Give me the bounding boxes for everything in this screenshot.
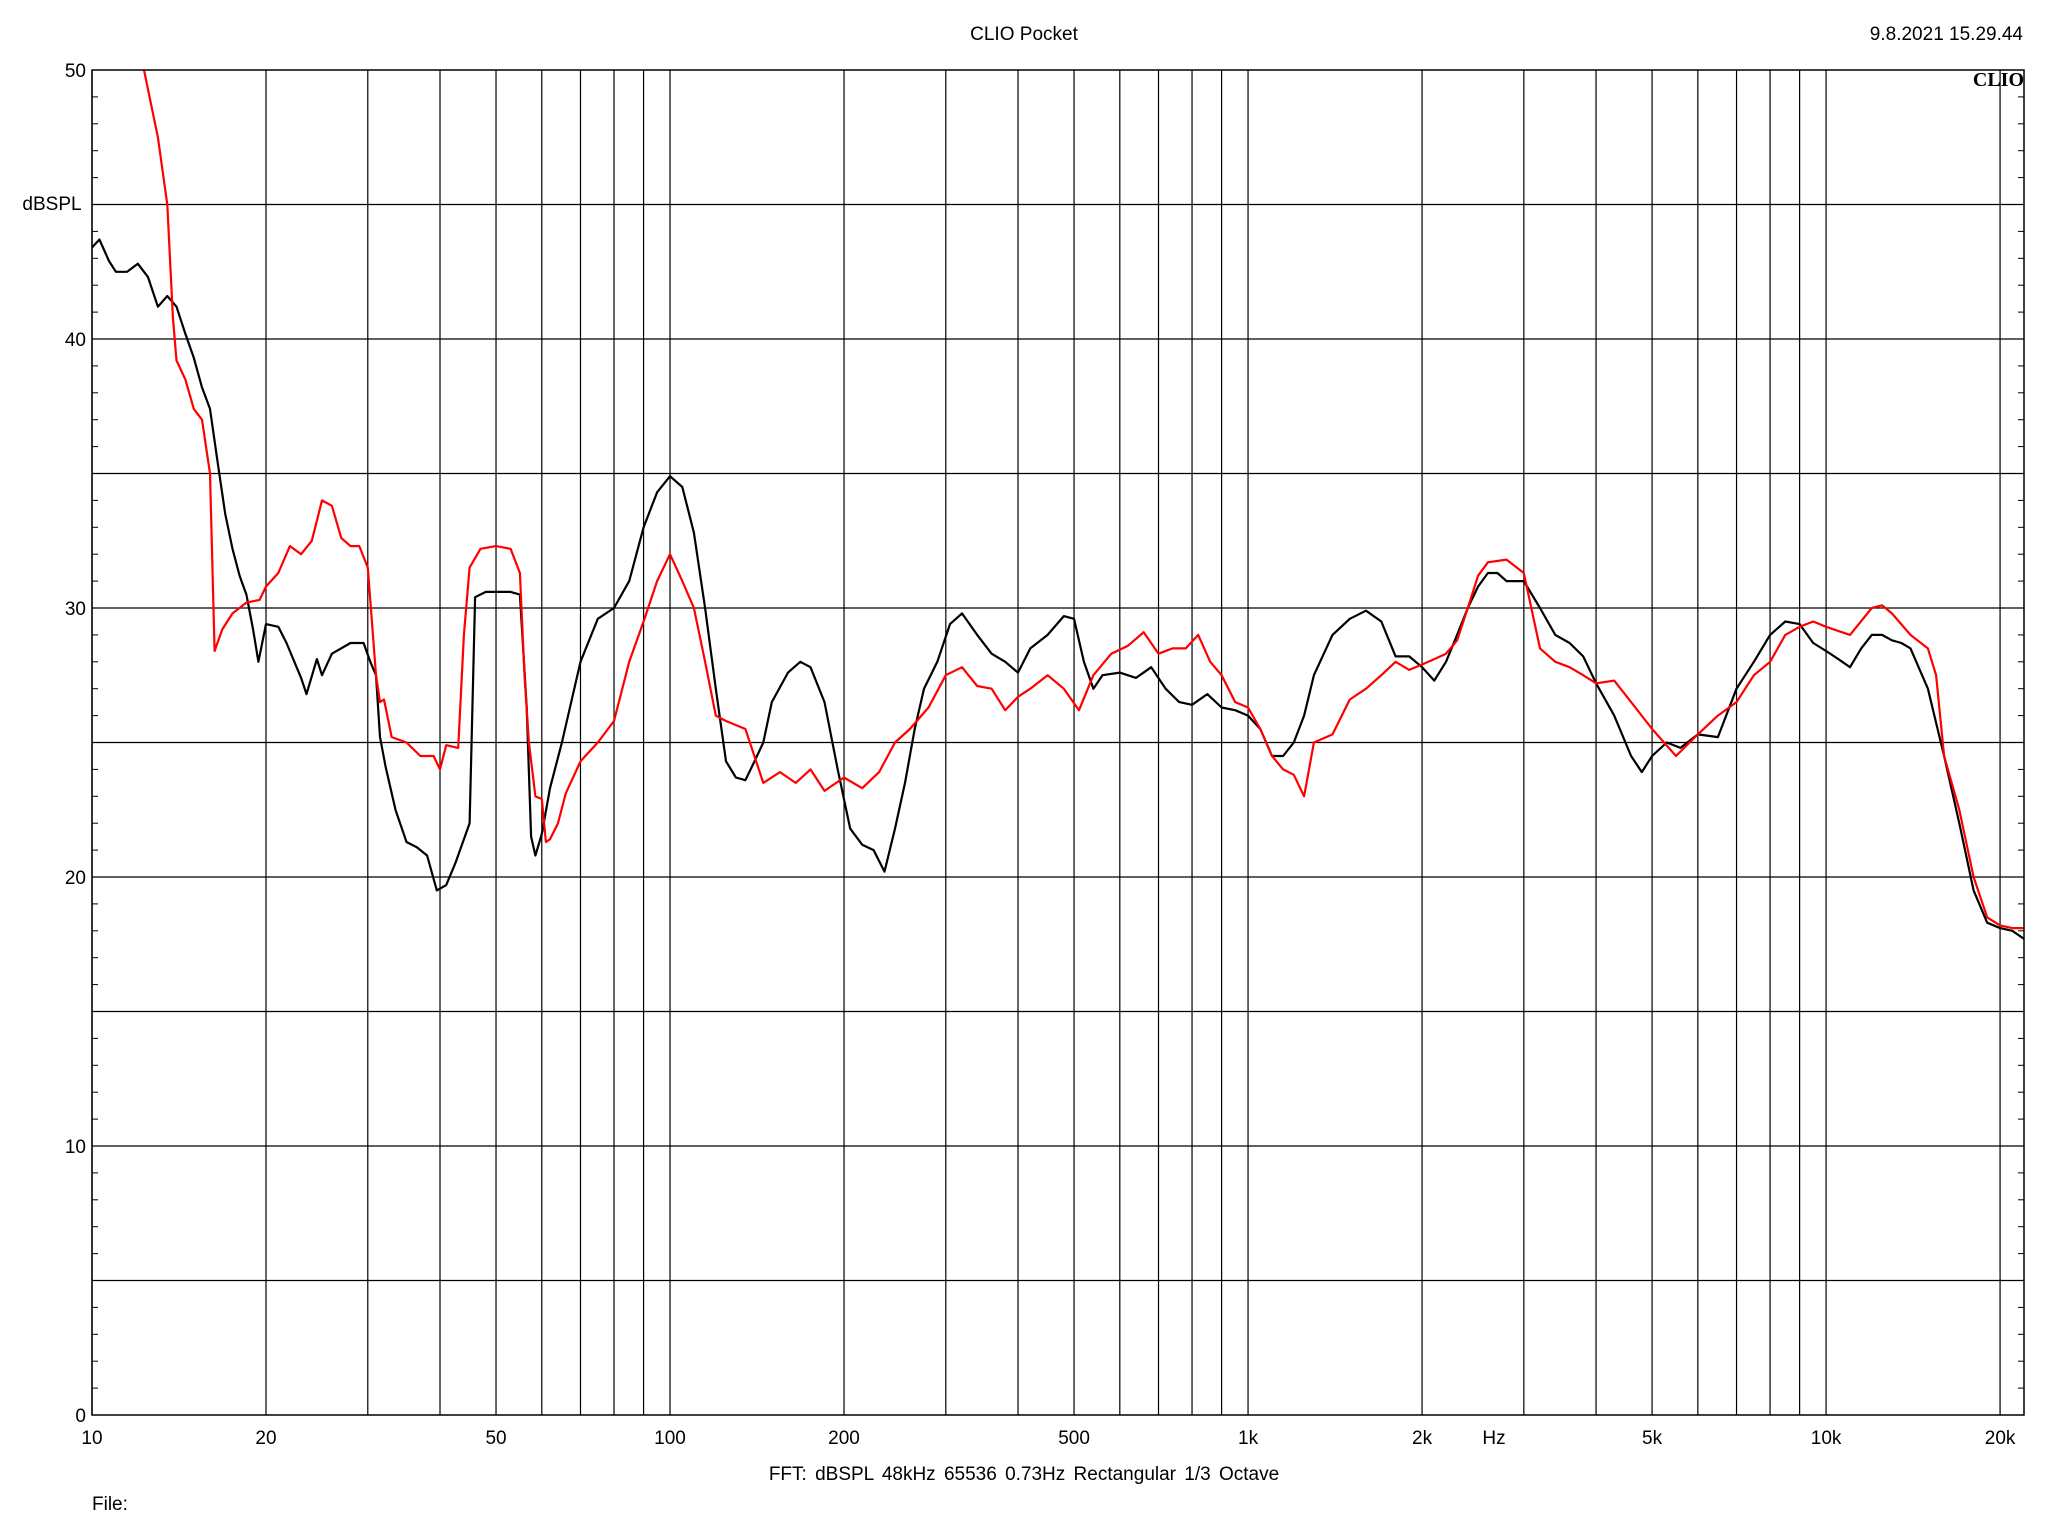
x-tick-label: 5k [1642, 1428, 1663, 1449]
x-tick-label: 50 [485, 1428, 506, 1449]
series-line-2 [142, 69, 2024, 930]
x-tick-label: 200 [828, 1428, 860, 1449]
y-tick-label: 30 [65, 599, 86, 620]
x-tick-label: 2k [1412, 1428, 1433, 1449]
y-axis-label: dBSPL [22, 194, 81, 215]
x-tick-label: 10k [1811, 1428, 1842, 1449]
y-tick-label: 10 [65, 1137, 86, 1158]
x-tick-label: 10 [81, 1428, 102, 1449]
x-tick-label: 20 [255, 1428, 276, 1449]
fft-settings: FFT: dBSPL 48kHz 65536 0.73Hz Rectangula… [768, 1464, 1280, 1485]
file-label: File: [92, 1494, 128, 1515]
chart-grid [91, 70, 2024, 1415]
x-axis-label: Hz [1482, 1428, 1505, 1449]
plot-frame [91, 69, 2025, 1416]
x-tick-label: 100 [654, 1428, 686, 1449]
clio-watermark: CLIO [1973, 69, 2024, 91]
x-tick-label: 1k [1238, 1428, 1259, 1449]
chart-series [91, 69, 2025, 940]
series-line-1 [91, 238, 2025, 940]
y-tick-label: 50 [65, 61, 86, 82]
y-tick-label: 40 [65, 330, 86, 351]
chart-title: CLIO Pocket [970, 24, 1078, 45]
x-tick-label: 20k [1985, 1428, 2016, 1449]
x-tick-label: 500 [1058, 1428, 1090, 1449]
y-tick-label: 20 [65, 868, 86, 889]
y-tick-label: 0 [75, 1406, 86, 1427]
measurement-datetime: 9.8.2021 15.29.44 [1869, 24, 2023, 45]
